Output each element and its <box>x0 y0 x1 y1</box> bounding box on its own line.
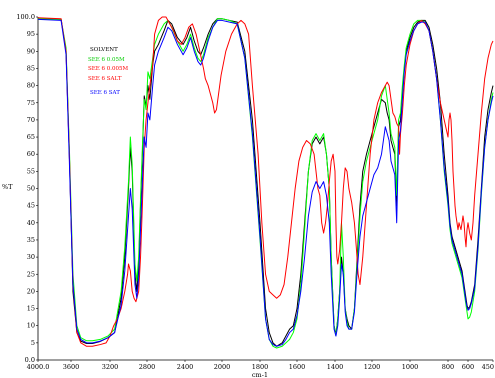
x-tick-label: 450 <box>482 363 494 371</box>
x-axis-ticks: 4000.0 3600 3200 2800 2400 2000 1800 1600 1400 12… <box>27 360 494 371</box>
y-tick-label: 65 <box>27 133 35 141</box>
y-tick-label: 60 <box>27 150 35 158</box>
plot-area <box>37 17 493 361</box>
y-tick-label: 75 <box>27 99 35 107</box>
series-line-4 <box>37 18 494 347</box>
legend: SOLVENT SEE 6 0.05M SEE 6 0.005M SEE 6 S… <box>88 47 129 96</box>
legend-item-see6-005m: SEE 6 0.05M <box>88 57 125 63</box>
legend-item-solvent: SOLVENT <box>90 47 118 53</box>
y-tick-label: 70 <box>27 116 35 124</box>
legend-item-see6-sat: SEE 6 SAT <box>90 90 120 96</box>
x-tick-label: 3600 <box>63 363 80 371</box>
y-tick-label: 5 <box>31 339 35 347</box>
y-tick-label: 100.0 <box>16 13 35 21</box>
x-tick-label: 2000 <box>214 363 231 371</box>
y-tick-label: 50 <box>27 185 35 193</box>
x-axis-label: cm-1 <box>252 371 268 378</box>
x-tick-label: 2400 <box>177 363 194 371</box>
y-tick-label: 10 <box>27 322 35 330</box>
y-tick-label: 15 <box>27 305 35 313</box>
y-axis-ticks: 0.0 5 10 15 20 25 30 35 40 45 50 55 60 65 70 75 80 85 90 95… <box>16 13 38 364</box>
y-axis-label-group: %T <box>2 183 13 191</box>
x-tick-label: 1200 <box>364 363 381 371</box>
x-tick-label: 600 <box>462 363 474 371</box>
x-tick-label: 1600 <box>289 363 306 371</box>
legend-item-see6-salt: SEE 6 SALT <box>88 76 122 82</box>
y-tick-label: 40 <box>27 219 35 227</box>
y-tick-label: 35 <box>27 236 35 244</box>
y-axis-label: %T <box>2 183 13 191</box>
y-tick-label: 85 <box>27 64 35 72</box>
y-tick-label: 0.0 <box>25 356 35 364</box>
x-tick-label: 4000.0 <box>27 363 50 371</box>
x-tick-label: 3200 <box>102 363 119 371</box>
y-tick-label: 55 <box>27 167 35 175</box>
y-tick-label: 20 <box>27 287 35 295</box>
x-tick-label: 2800 <box>139 363 156 371</box>
y-tick-label: 45 <box>27 202 35 210</box>
series-group <box>37 16 494 349</box>
y-tick-label: 25 <box>27 270 35 278</box>
series-line-2 <box>37 16 494 347</box>
x-tick-label: 1800 <box>252 363 269 371</box>
y-tick-label: 95 <box>27 30 35 38</box>
y-tick-label: 30 <box>27 253 35 261</box>
x-tick-label: 800 <box>442 363 454 371</box>
x-tick-label: 1000 <box>402 363 419 371</box>
y-tick-label: 80 <box>27 82 35 90</box>
x-tick-label: 1400 <box>327 363 344 371</box>
y-tick-label: 90 <box>27 47 35 55</box>
legend-item-see6-0005m: SEE 6 0.005M <box>88 66 129 72</box>
